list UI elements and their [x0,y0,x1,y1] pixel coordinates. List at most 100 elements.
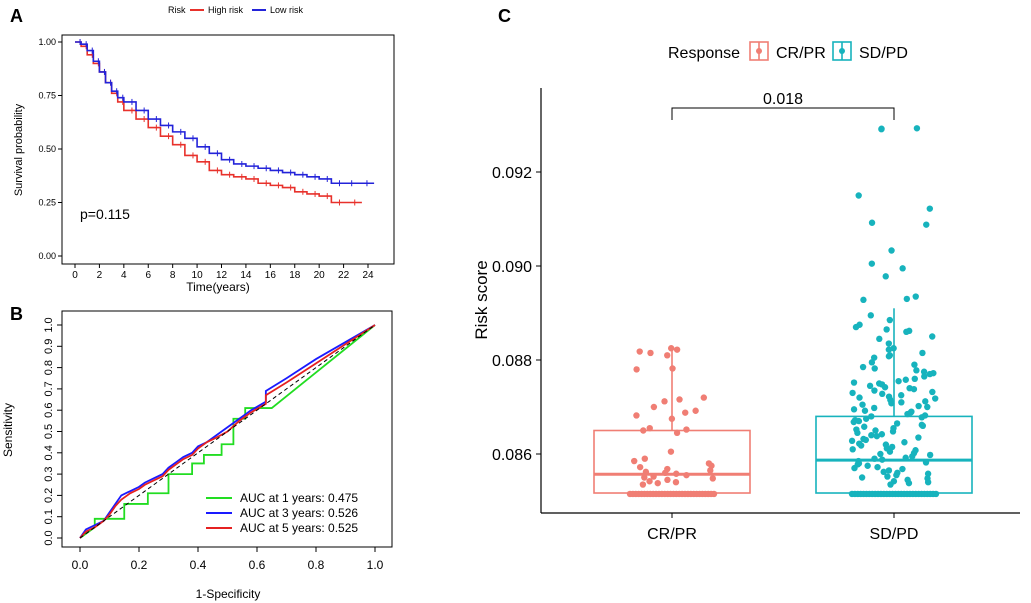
data-point-crpr [646,424,653,432]
data-point-sdpd [867,312,875,319]
km-ylabel: Survival probability [13,103,25,196]
data-point-crpr [673,346,681,353]
km-ytick-label: 0.50 [38,144,56,154]
roc-xtick-label: 0.0 [72,558,89,572]
data-point-sdpd [903,328,910,335]
box-legend-sdpd: SD/PD [859,45,908,62]
data-point-sdpd [882,273,889,280]
km-ytick-label: 0.75 [38,91,56,101]
box-legend: Response CR/PR SD/PD [668,41,908,62]
box-legend-crpr: CR/PR [776,45,826,62]
box-xtick-label: SD/PD [870,526,919,543]
data-point-sdpd [886,316,894,324]
data-point-sdpd [858,474,866,481]
data-point-sdpd [868,219,876,226]
km-xlabel: Time(years) [186,280,250,294]
roc-xtick-label: 0.8 [308,558,325,572]
box-legend-key-sdpd-dot [839,48,845,54]
data-point-crpr [631,457,638,465]
roc-ytick-label: 0.5 [43,424,55,439]
km-ytick-label: 0.00 [38,251,56,261]
data-point-crpr [639,481,647,488]
data-point-sdpd [924,479,932,486]
data-point-sdpd [862,415,870,422]
data-point-crpr [683,426,690,433]
data-point-sdpd [878,126,885,133]
data-point-sdpd [876,335,883,343]
data-point-sdpd [915,434,922,441]
data-point-crpr [669,365,676,372]
data-point-crpr [633,412,640,419]
box-ytick-label: 0.086 [492,447,532,464]
data-point-sdpd [851,464,858,472]
data-point-sdpd [919,422,927,429]
data-point-sdpd [901,439,908,446]
roc-ytick-label: 0.6 [43,403,55,418]
data-point-sdpd [902,376,909,383]
km-xtick-label: 18 [289,270,301,281]
roc-ytick-label: 0.9 [43,339,55,354]
data-point-crpr [647,349,654,357]
km-legend-low: Low risk [270,5,304,15]
panel-label-b: B [10,304,23,324]
km-xtick-label: 4 [121,270,127,281]
roc-xtick-label: 0.4 [190,558,207,572]
data-point-sdpd [899,265,906,272]
panel-label-c: C [498,6,511,26]
data-point-sdpd [871,365,878,372]
data-point-sdpd [850,418,857,426]
roc-ylabel: Sensitivity [1,403,15,457]
data-point-sdpd [866,382,874,390]
data-point-sdpd [913,125,921,132]
km-xtick-label: 24 [362,270,374,281]
data-point-crpr [636,348,643,355]
data-point-sdpd [859,363,867,371]
data-point-sdpd [911,375,918,382]
km-xtick-label: 10 [192,270,204,281]
data-point-crpr [700,394,708,401]
data-point-sdpd [926,370,934,378]
data-point-sdpd [915,402,922,410]
box-xtick-label: CR/PR [647,526,697,543]
data-point-sdpd [893,420,901,427]
km-pvalue: p=0.115 [80,206,130,222]
data-point-crpr [707,467,714,474]
roc-ytick-label: 0.1 [43,509,55,524]
data-point-crpr [668,415,676,422]
data-point-sdpd [899,465,906,473]
box-legend-key-crpr-dot [756,48,762,54]
roc-plot-frame [61,310,393,548]
km-xtick-label: 6 [145,270,151,281]
data-point-crpr [664,352,671,359]
data-point-sdpd [888,400,895,407]
roc-xtick-label: 0.6 [249,558,266,572]
roc-ytick-label: 0.3 [43,466,55,481]
data-point-crpr [676,396,683,403]
data-point-crpr [636,463,644,471]
data-point-sdpd [889,428,897,435]
data-point-sdpd [860,296,867,304]
km-plot-frame [61,34,395,265]
roc-ytick-label: 0.8 [43,360,55,375]
data-point-sdpd [873,432,881,440]
km-xtick-label: 14 [240,270,252,281]
data-point-sdpd [850,379,858,386]
data-point-sdpd [868,413,875,420]
data-point-sdpd [849,446,856,453]
box-ytick-label: 0.088 [492,353,532,370]
roc-legend: AUC at 1 years: 0.475 AUC at 3 years: 0.… [206,491,358,535]
data-point-sdpd [898,392,905,399]
data-point-sdpd [886,448,894,455]
data-point-crpr [682,409,689,416]
data-point-sdpd [932,395,939,402]
data-point-crpr [683,471,690,479]
data-point-sdpd [929,388,936,396]
data-point-sdpd [924,470,932,477]
box-chart: Response CR/PR SD/PD 0.086 0.088 0.090 0.09… [472,41,1020,543]
data-point-crpr [640,427,647,434]
data-point-sdpd [856,394,863,401]
data-point-sdpd [888,247,895,254]
data-point-crpr [646,478,653,485]
km-legend: Risk High risk Low risk [168,5,304,15]
roc-xtick-label: 1.0 [367,558,384,572]
